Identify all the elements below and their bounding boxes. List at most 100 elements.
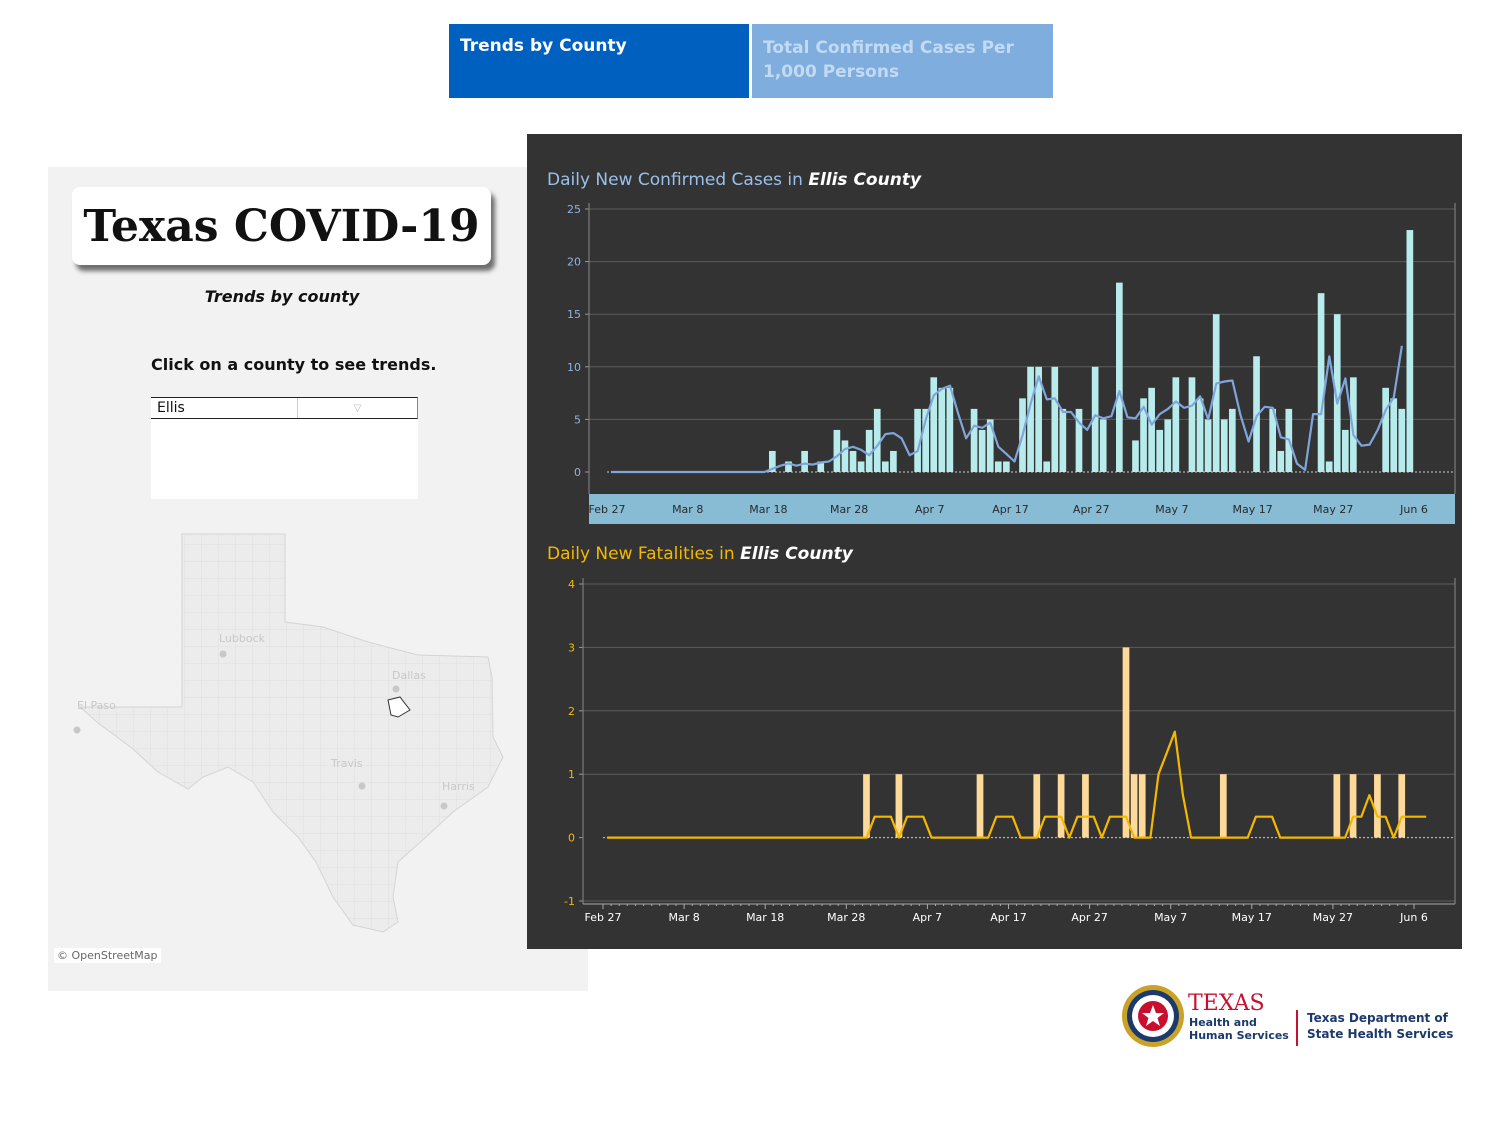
hhs-subtitle: Health and Human Services [1189, 1016, 1289, 1042]
y-tick-label: 1 [568, 768, 575, 781]
texas-county-map[interactable]: Lubbock Dallas El Paso Travis Harris [48, 527, 588, 967]
bar [1382, 387, 1389, 472]
city-marker [73, 726, 81, 734]
fatalities-chart[interactable]: -1 0 1 2 3 4 Feb 27 Mar 8 Mar 18 Mar 28 Apr 7 Apr 1… [527, 566, 1462, 941]
map-credit[interactable]: © OpenStreetMap [54, 948, 161, 963]
bar [1082, 774, 1089, 838]
bar [1219, 774, 1227, 838]
bar [1374, 774, 1381, 838]
bar [769, 450, 776, 472]
county-selector-value[interactable]: Ellis [151, 398, 298, 418]
dshs-name: Texas Department of State Health Service… [1307, 1011, 1454, 1041]
bar [1204, 419, 1212, 472]
x-tick-label: May 17 [1232, 503, 1272, 516]
x-tick-label: May 27 [1313, 911, 1353, 924]
x-tick-label: Apr 7 [913, 911, 943, 924]
bar [1196, 398, 1204, 472]
bar [970, 408, 978, 472]
bar [1317, 293, 1325, 472]
x-tick-label: Mar 28 [827, 911, 865, 924]
bar [986, 419, 994, 472]
bar [976, 774, 984, 838]
x-tick-label: Apr 27 [1073, 503, 1110, 516]
x-tick-label: Feb 27 [589, 503, 626, 516]
ellis-county-highlight[interactable] [387, 696, 411, 718]
bar [1212, 314, 1220, 472]
bar [1228, 408, 1236, 472]
bar [1172, 377, 1180, 472]
x-tick-label: May 27 [1313, 503, 1353, 516]
bar [1333, 314, 1341, 472]
y-tick-label: 5 [574, 413, 581, 426]
bar [1156, 429, 1164, 472]
bar [914, 408, 921, 472]
x-tick-label: May 7 [1154, 911, 1187, 924]
x-tick-label: Jun 6 [1399, 503, 1428, 516]
tab-trends-by-county[interactable]: Trends by County [449, 24, 749, 98]
bar [881, 461, 889, 472]
bar [1349, 774, 1357, 838]
footer-logos: TEXAS Health and Human Services Texas De… [1120, 982, 1460, 1050]
bar [1099, 419, 1107, 472]
bar [1406, 230, 1414, 472]
bar [1132, 440, 1139, 472]
bar [994, 461, 1002, 472]
bar [1091, 366, 1099, 472]
bar [873, 408, 881, 472]
charts-panel: Daily New Confirmed Cases in Ellis Count… [527, 134, 1462, 949]
dashboard-title: Texas COVID-19 [72, 187, 491, 265]
bar [1333, 774, 1341, 838]
bar [863, 774, 870, 838]
cases-chart-title: Daily New Confirmed Cases in Ellis Count… [547, 170, 922, 190]
bar [1057, 774, 1065, 838]
bar [785, 461, 792, 472]
texas-seal-icon [1122, 985, 1184, 1047]
bar [1116, 282, 1123, 472]
bar [938, 387, 946, 472]
county-selector[interactable]: Ellis ▽ [151, 397, 418, 499]
bar [1398, 774, 1406, 838]
bar [1341, 429, 1349, 472]
city-marker [440, 802, 448, 810]
bar [1350, 377, 1357, 472]
bar [841, 440, 849, 472]
cases-chart[interactable]: 0 5 10 15 20 25 Feb 27 Mar 8 Mar 18 Mar 28 Apr 7 Ap… [527, 194, 1462, 534]
bar [857, 461, 865, 472]
y-tick-label: 20 [567, 256, 581, 269]
bar [890, 450, 897, 472]
dashboard-subtitle: Trends by county [204, 287, 360, 306]
y-tick-label: 0 [574, 466, 581, 479]
bar [1138, 774, 1146, 838]
fatalities-chart-title: Daily New Fatalities in Ellis County [547, 544, 853, 564]
tab-total-cases-per-1000[interactable]: Total Confirmed Cases Per 1,000 Persons [752, 24, 1053, 98]
date-axis-band [589, 494, 1455, 524]
x-tick-label: Apr 27 [1071, 911, 1108, 924]
x-tick-label: Apr 7 [915, 503, 945, 516]
bar [895, 774, 903, 838]
dropdown-icon[interactable]: ▽ [353, 402, 362, 414]
x-tick-label: May 7 [1155, 503, 1188, 516]
x-tick-label: Feb 27 [585, 911, 622, 924]
bar [1269, 408, 1277, 472]
bar [1051, 366, 1059, 472]
y-tick-label: -1 [564, 895, 575, 908]
bar [1027, 366, 1034, 472]
x-tick-label: Mar 28 [830, 503, 868, 516]
bar [1253, 356, 1260, 472]
county-grid [80, 534, 503, 932]
bar [801, 450, 808, 472]
bar [1390, 398, 1398, 472]
bar [833, 429, 841, 472]
y-tick-label: 3 [568, 641, 575, 654]
bar [1277, 450, 1285, 472]
bar [1043, 461, 1051, 472]
city-label-dallas: Dallas [392, 669, 426, 682]
x-tick-label: Mar 18 [746, 911, 784, 924]
bar [1164, 419, 1172, 472]
x-tick-label: Mar 8 [668, 911, 699, 924]
bar [849, 450, 857, 472]
x-tick-label: Apr 17 [990, 911, 1027, 924]
bar [1033, 774, 1041, 838]
city-marker [358, 782, 366, 790]
bar [1398, 408, 1406, 472]
